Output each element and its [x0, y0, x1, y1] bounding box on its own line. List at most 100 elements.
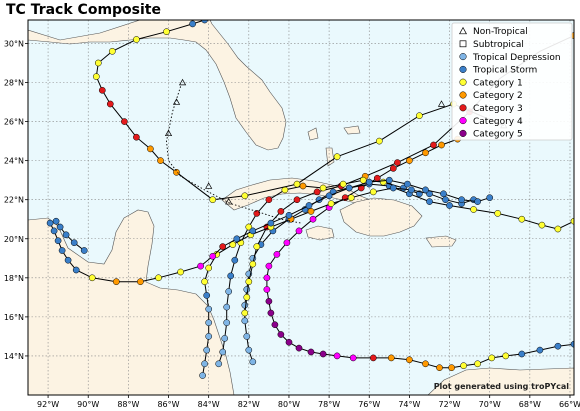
lon-tick-label: 90°W: [77, 400, 99, 409]
track-h-point: [157, 157, 164, 164]
track-e-point: [327, 200, 335, 207]
track-b-point: [426, 198, 433, 205]
track-f-point: [404, 180, 411, 188]
track-a-point: [536, 346, 544, 354]
track-f-point: [50, 227, 58, 235]
track-a-point: [263, 274, 271, 282]
land-bahamas-3: [325, 147, 335, 167]
legend-label-category-3: Category 3: [473, 104, 523, 114]
track-c-point: [394, 159, 401, 166]
track-b-point: [470, 206, 477, 213]
track-h-point: [241, 192, 249, 200]
lon-tick-label: 70°W: [479, 400, 501, 409]
land-florida-us: [28, 20, 287, 151]
lon-tick-label: 92°W: [37, 400, 59, 409]
lon-tick-label: 76°W: [358, 400, 380, 409]
track-a-point: [283, 239, 291, 247]
track-a-point: [273, 251, 281, 258]
track-e-point: [307, 208, 315, 215]
track-f-point: [112, 278, 120, 286]
track-f-point: [219, 243, 227, 250]
track-f-point: [325, 192, 333, 200]
track-d-point: [299, 182, 307, 190]
non-tropical-marker: [437, 100, 446, 107]
track-layer: [46, 20, 574, 379]
track-b-point: [494, 210, 502, 217]
track-b-point: [538, 221, 546, 229]
track-h-point: [108, 47, 116, 55]
track-h-point: [173, 168, 180, 176]
lat-tick-label: 14°N: [4, 352, 24, 361]
legend-marker-category-2: [459, 91, 467, 99]
track-f-point: [422, 186, 429, 194]
track-f-point: [155, 274, 162, 282]
track-a-line: [266, 138, 574, 369]
track-e-point: [408, 186, 415, 194]
track-e-point: [201, 360, 208, 368]
track-a-point: [265, 297, 273, 305]
track-c-point: [430, 141, 437, 149]
lon-tick-label: 84°W: [198, 400, 220, 409]
track-a-point: [267, 309, 275, 317]
lon-tick-label: 68°W: [519, 400, 541, 409]
track-g-point: [56, 223, 64, 231]
track-c-point: [245, 278, 253, 286]
land-layer: [28, 20, 574, 395]
lat-tick-label: 24°N: [4, 157, 24, 166]
track-a-point: [474, 360, 481, 368]
track-a-point: [554, 342, 562, 350]
track-f-point: [54, 237, 62, 245]
land-south-america: [427, 367, 574, 395]
legend: Non-Tropical Subtropical Tropical Depressi…: [451, 22, 573, 141]
legend-label-category-4: Category 4: [473, 117, 523, 127]
track-d-point: [253, 210, 261, 217]
track-g-point: [52, 217, 60, 225]
track-a-point: [518, 350, 526, 358]
legend-marker-category-4: [459, 117, 467, 125]
lon-tick-label: 88°W: [117, 400, 139, 409]
track-e-point: [205, 319, 213, 327]
track-h-point: [375, 137, 383, 145]
track-e-point: [199, 372, 206, 379]
track-c-point: [277, 208, 285, 215]
lon-tick-label: 72°W: [438, 400, 460, 409]
lon-tick-label: 80°W: [278, 400, 300, 409]
track-c-point: [253, 243, 261, 250]
track-f-point: [474, 198, 481, 205]
lat-tick-label: 16°N: [4, 313, 24, 322]
track-a-point: [307, 348, 315, 356]
track-a-point: [436, 364, 443, 372]
lat-tick-label: 22°N: [4, 196, 24, 205]
track-d-point: [225, 288, 233, 295]
track-a-point: [271, 321, 279, 329]
track-a-point: [387, 354, 395, 362]
track-b-point: [241, 301, 249, 309]
track-h-point: [333, 153, 341, 161]
track-c-point: [313, 188, 321, 196]
track-g-point: [70, 239, 78, 247]
track-h-point: [106, 100, 114, 108]
track-g-point: [80, 247, 88, 254]
lon-tick-label: 66°W: [559, 400, 580, 409]
legend-marker-tropical-depression: [459, 53, 467, 61]
track-f-point: [305, 202, 313, 209]
track-d-point: [227, 272, 235, 280]
track-c-point: [241, 309, 249, 317]
track-h-point: [293, 180, 301, 188]
map-frame: [27, 19, 575, 396]
track-h-point: [98, 86, 106, 94]
track-a-point: [309, 215, 317, 223]
track-a-point: [406, 356, 413, 364]
track-a-point: [277, 331, 285, 338]
track-d-point: [379, 178, 387, 186]
track-b-point: [249, 358, 257, 366]
land-bahamas-1: [307, 127, 319, 141]
track-e-point: [205, 264, 213, 272]
track-f-point: [458, 196, 465, 204]
track-a-point: [349, 354, 357, 362]
track-a-point: [488, 354, 496, 362]
track-h-line: [95, 20, 504, 201]
lon-tick-label: 78°W: [318, 400, 340, 409]
track-h-point: [163, 28, 170, 36]
